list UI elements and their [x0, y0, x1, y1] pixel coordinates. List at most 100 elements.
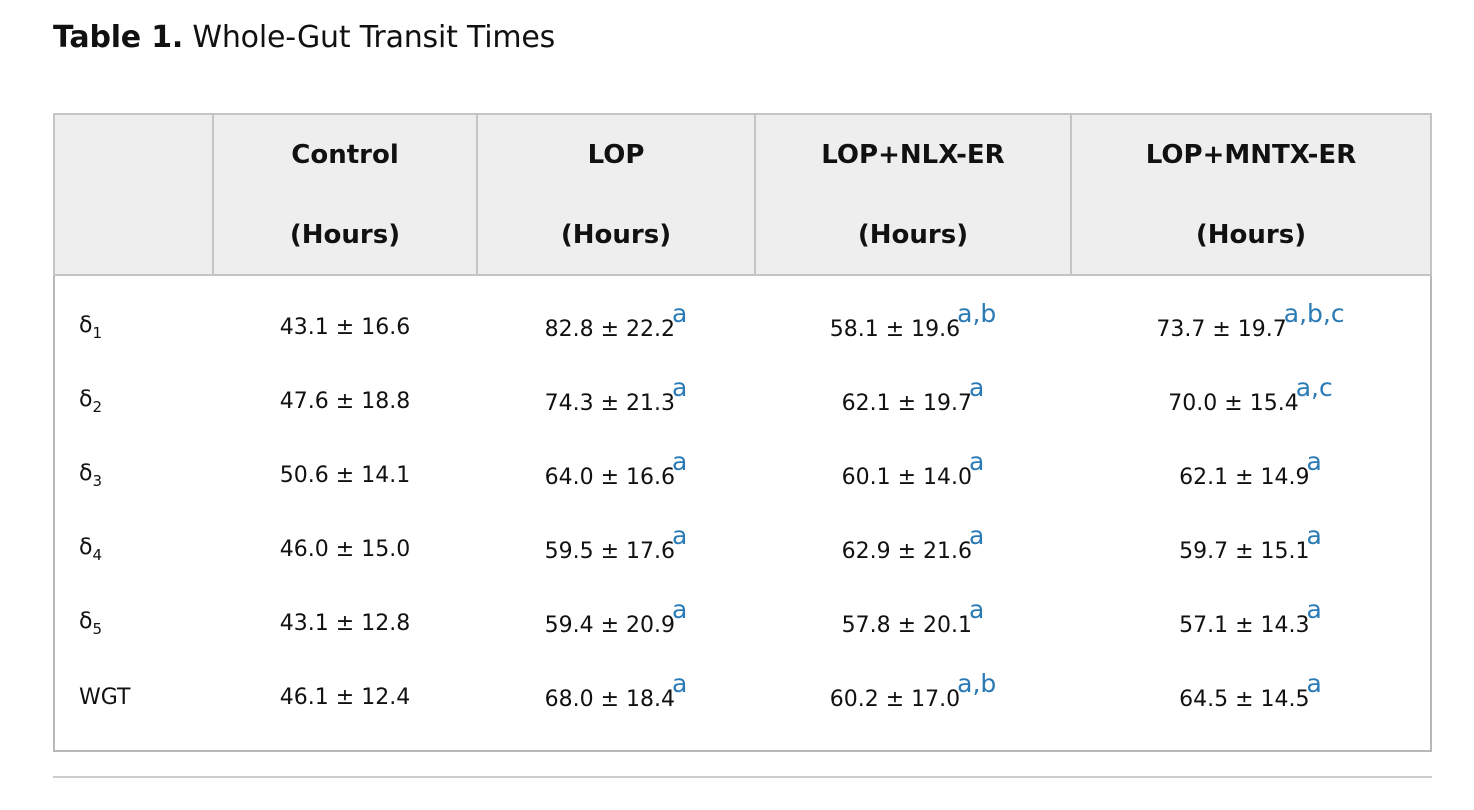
table-cell: 64.0 ± 16.6a [477, 438, 755, 512]
footnote-link[interactable]: a [1306, 446, 1322, 476]
row-label: δ2 [54, 364, 213, 438]
row-label: δ5 [54, 586, 213, 660]
table-cell: 47.6 ± 18.8 [213, 364, 477, 438]
cell-value: 68.0 ± 18.4 [544, 686, 676, 712]
table-caption-title: Whole-Gut Transit Times [192, 20, 556, 55]
footnote-link[interactable]: a [672, 446, 688, 476]
table-cell: 62.1 ± 14.9a [1071, 438, 1431, 512]
footnote-link[interactable]: a [672, 520, 688, 550]
table-row: δ3 50.6 ± 14.1 64.0 ± 16.6a 60.1 ± 14.0a 62.… [54, 438, 1431, 512]
row-label-text: δ [79, 312, 93, 338]
cell-value: 74.3 ± 21.3 [544, 390, 676, 416]
table-row: WGT 46.1 ± 12.4 68.0 ± 18.4a 60.2 ± 17.0a,b… [54, 660, 1431, 751]
footnote-link[interactable]: a [969, 594, 985, 624]
footnote-link[interactable]: a [969, 520, 985, 550]
table-cell: 68.0 ± 18.4a [477, 660, 755, 751]
footnote-link[interactable]: a [969, 372, 985, 402]
footnote-link[interactable]: a [672, 372, 688, 402]
table-cell: 43.1 ± 12.8 [213, 586, 477, 660]
table-cell: 73.7 ± 19.7a,b,c [1071, 275, 1431, 364]
row-label: WGT [54, 660, 213, 751]
cell-value: 57.8 ± 20.1 [841, 612, 973, 638]
cell-value: 60.1 ± 14.0 [841, 464, 973, 490]
footnote-link[interactable]: a,b,c [1283, 298, 1345, 328]
header-unit: (Hours) [289, 219, 401, 250]
header-unit: (Hours) [857, 219, 969, 250]
cell-value: 50.6 ± 14.1 [279, 462, 411, 488]
table-cell: 59.4 ± 20.9a [477, 586, 755, 660]
table-cell: 57.8 ± 20.1a [755, 586, 1071, 660]
table-body: δ1 43.1 ± 16.6 82.8 ± 22.2a 58.1 ± 19.6a,b 7… [54, 275, 1431, 751]
header-cell-lop-nlx-er: LOP+NLX-ER (Hours) [754, 113, 1072, 276]
footnote-link[interactable]: a [1306, 520, 1322, 550]
table-cell: 59.7 ± 15.1a [1071, 512, 1431, 586]
cell-value: 46.1 ± 12.4 [279, 684, 411, 710]
header-cell-empty [53, 113, 214, 276]
cell-value: 46.0 ± 15.0 [279, 536, 411, 562]
cell-value: 73.7 ± 19.7 [1156, 316, 1287, 342]
table-cell: 60.2 ± 17.0a,b [755, 660, 1071, 751]
cell-value: 62.9 ± 21.6 [841, 538, 973, 564]
row-label-text: δ [79, 460, 93, 486]
table-header-row: Control (Hours) LOP (Hours) LOP+NLX-ER (… [53, 113, 1432, 276]
row-label-subscript: 2 [92, 397, 103, 416]
footnote-link[interactable]: a [672, 668, 688, 698]
footnote-link[interactable]: a [672, 594, 688, 624]
table-cell: 43.1 ± 16.6 [213, 275, 477, 364]
row-label: δ1 [54, 275, 213, 364]
table-cell: 60.1 ± 14.0a [755, 438, 1071, 512]
cell-value: 82.8 ± 22.2 [544, 316, 676, 342]
table-cell: 57.1 ± 14.3a [1071, 586, 1431, 660]
header-unit: (Hours) [560, 219, 672, 250]
table-row: δ2 47.6 ± 18.8 74.3 ± 21.3a 62.1 ± 19.7a 70.… [54, 364, 1431, 438]
header-cell-lop: LOP (Hours) [476, 113, 756, 276]
table-cell: 62.1 ± 19.7a [755, 364, 1071, 438]
footnote-link[interactable]: a [969, 446, 985, 476]
row-label-text: δ [79, 608, 93, 634]
table-cell: 46.0 ± 15.0 [213, 512, 477, 586]
row-label-text: δ [79, 534, 93, 560]
section-divider [53, 776, 1432, 778]
table-cell: 64.5 ± 14.5a [1071, 660, 1431, 751]
row-label: δ3 [54, 438, 213, 512]
header-unit: (Hours) [1195, 219, 1307, 250]
cell-value: 57.1 ± 14.3 [1179, 612, 1310, 638]
table-cell: 70.0 ± 15.4a,c [1071, 364, 1431, 438]
table-caption: Table 1. Whole-Gut Transit Times [53, 18, 555, 58]
table-cell: 58.1 ± 19.6a,b [755, 275, 1071, 364]
table-caption-label: Table 1. [53, 20, 184, 55]
header-name: LOP+NLX-ER [821, 139, 1005, 170]
header-name: Control [291, 139, 399, 170]
table-cell: 59.5 ± 17.6a [477, 512, 755, 586]
row-label-subscript: 3 [92, 471, 103, 490]
footnote-link[interactable]: a,c [1295, 372, 1333, 402]
cell-value: 47.6 ± 18.8 [279, 388, 411, 414]
cell-value: 62.1 ± 14.9 [1179, 464, 1310, 490]
row-label-subscript: 1 [92, 323, 103, 342]
cell-value: 43.1 ± 12.8 [279, 610, 411, 636]
header-cell-control: Control (Hours) [212, 113, 478, 276]
cell-value: 64.5 ± 14.5 [1179, 686, 1310, 712]
transit-times-table: Control (Hours) LOP (Hours) LOP+NLX-ER (… [53, 113, 1432, 752]
table-cell: 82.8 ± 22.2a [477, 275, 755, 364]
table-row: δ4 46.0 ± 15.0 59.5 ± 17.6a 62.9 ± 21.6a 59.… [54, 512, 1431, 586]
footnote-link[interactable]: a,b [957, 668, 997, 698]
cell-value: 43.1 ± 16.6 [279, 314, 411, 340]
cell-value: 64.0 ± 16.6 [544, 464, 676, 490]
header-name: LOP [587, 139, 645, 170]
cell-value: 59.4 ± 20.9 [544, 612, 676, 638]
footnote-link[interactable]: a [672, 298, 688, 328]
row-label-text: WGT [79, 684, 131, 710]
footnote-link[interactable]: a,b [957, 298, 997, 328]
table-cell: 74.3 ± 21.3a [477, 364, 755, 438]
header-cell-lop-mntx-er: LOP+MNTX-ER (Hours) [1070, 113, 1432, 276]
cell-value: 59.5 ± 17.6 [544, 538, 676, 564]
row-label: δ4 [54, 512, 213, 586]
table-cell: 50.6 ± 14.1 [213, 438, 477, 512]
footnote-link[interactable]: a [1306, 594, 1322, 624]
footnote-link[interactable]: a [1306, 668, 1322, 698]
header-name: LOP+MNTX-ER [1145, 139, 1357, 170]
cell-value: 59.7 ± 15.1 [1179, 538, 1310, 564]
cell-value: 60.2 ± 17.0 [829, 686, 961, 712]
table-row: δ1 43.1 ± 16.6 82.8 ± 22.2a 58.1 ± 19.6a,b 7… [54, 275, 1431, 364]
